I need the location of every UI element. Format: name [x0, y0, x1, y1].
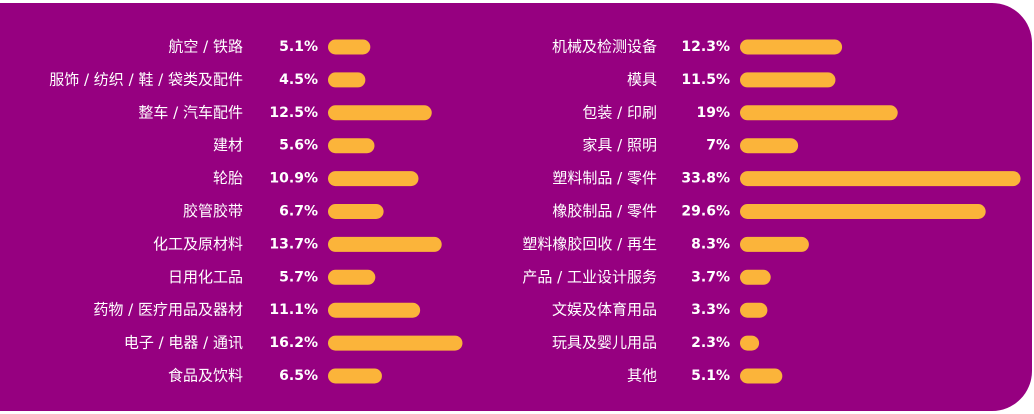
bar: [740, 39, 843, 55]
category-label: 其他: [627, 367, 657, 385]
bar: [740, 138, 799, 154]
bar: [740, 302, 768, 318]
category-label: 食品及饮料: [168, 367, 243, 385]
value-label: 5.1%: [691, 368, 730, 384]
bar: [328, 269, 376, 285]
category-label: 产品 / 工业设计服务: [522, 268, 657, 286]
category-label: 服饰 / 纺织 / 鞋 / 袋类及配件: [49, 70, 243, 88]
value-label: 5.7%: [279, 269, 318, 285]
category-label: 橡胶制品 / 零件: [552, 202, 657, 220]
category-label: 包装 / 印刷: [582, 103, 657, 121]
bar: [740, 269, 771, 285]
background: [0, 3, 1032, 411]
category-label: 胶管胶带: [183, 202, 243, 220]
bar: [328, 236, 442, 252]
value-label: 11.1%: [269, 302, 318, 318]
bar: [328, 302, 421, 318]
bar: [740, 72, 836, 88]
category-label: 塑料橡胶回收 / 再生: [522, 235, 657, 253]
bar: [740, 236, 809, 252]
value-label: 12.3%: [681, 39, 730, 55]
value-label: 29.6%: [681, 204, 730, 220]
bar: [328, 368, 382, 384]
category-label: 化工及原材料: [153, 235, 243, 253]
category-label: 家具 / 照明: [582, 136, 657, 154]
value-label: 3.3%: [691, 302, 730, 318]
category-label: 建材: [213, 136, 243, 154]
value-label: 10.9%: [269, 171, 318, 187]
value-label: 33.8%: [681, 171, 730, 187]
value-label: 11.5%: [681, 72, 730, 88]
value-label: 8.3%: [691, 236, 730, 252]
value-label: 13.7%: [269, 236, 318, 252]
value-label: 12.5%: [269, 105, 318, 121]
bar: [328, 204, 384, 219]
bar: [740, 171, 1021, 187]
value-label: 7%: [706, 138, 730, 154]
value-label: 6.7%: [279, 204, 318, 220]
category-label: 机械及检测设备: [552, 38, 657, 56]
category-label: 药物 / 医疗用品及器材: [93, 301, 243, 319]
value-label: 4.5%: [279, 72, 318, 88]
bar: [328, 138, 375, 154]
value-label: 2.3%: [691, 335, 730, 351]
value-label: 6.5%: [279, 368, 318, 384]
bar: [740, 204, 986, 219]
category-label: 航空 / 铁路: [168, 38, 243, 56]
category-label: 日用化工品: [168, 268, 243, 286]
category-label: 玩具及婴儿用品: [552, 334, 657, 352]
category-label: 模具: [627, 70, 657, 88]
category-label: 整车 / 汽车配件: [138, 103, 243, 121]
value-label: 5.1%: [279, 39, 318, 55]
bar: [740, 105, 898, 121]
category-label: 轮胎: [213, 169, 243, 187]
value-label: 19%: [696, 105, 730, 121]
category-label: 电子 / 电器 / 通讯: [124, 334, 243, 352]
category-label: 文娱及体育用品: [552, 301, 657, 319]
bar: [328, 171, 419, 187]
bar: [328, 335, 463, 351]
value-label: 3.7%: [691, 269, 730, 285]
bar: [328, 39, 371, 55]
value-label: 5.6%: [279, 138, 318, 154]
bar: [740, 368, 783, 384]
bar: [328, 72, 366, 88]
bar: [328, 105, 432, 121]
category-label: 塑料制品 / 零件: [552, 169, 657, 187]
value-label: 16.2%: [269, 335, 318, 351]
bar: [740, 335, 760, 351]
